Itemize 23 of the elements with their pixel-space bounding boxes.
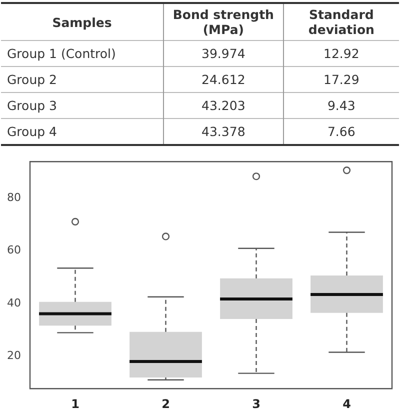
- text: Group 3: [1, 92, 164, 118]
- text: Standard deviation: [283, 3, 399, 40]
- y-tick-label: 40: [6, 296, 21, 310]
- text: 43.378: [164, 118, 284, 145]
- text: 7.66: [283, 118, 399, 145]
- text: Samples: [51, 14, 113, 32]
- text: Bond strength (MPa): [164, 3, 284, 40]
- text: 12.92: [283, 40, 399, 66]
- y-tick-label: 60: [6, 244, 21, 257]
- x-tick-label: 1: [71, 396, 80, 411]
- x-tick-label: 2: [162, 396, 170, 411]
- text: Group 2: [1, 66, 164, 92]
- text: 9.43: [283, 92, 399, 118]
- y-tick-label: 80: [6, 190, 21, 204]
- text: Group 1 (Control): [1, 40, 164, 66]
- x-tick-label: 4: [342, 396, 351, 411]
- text: 39.974: [164, 40, 284, 66]
- text: 24.612: [164, 66, 284, 92]
- y-tick-label: 20: [6, 349, 21, 362]
- text: Group 4: [1, 118, 164, 145]
- x-tick-label: 3: [252, 396, 260, 411]
- text: 17.29: [283, 66, 399, 92]
- text: 43.203: [164, 92, 284, 118]
